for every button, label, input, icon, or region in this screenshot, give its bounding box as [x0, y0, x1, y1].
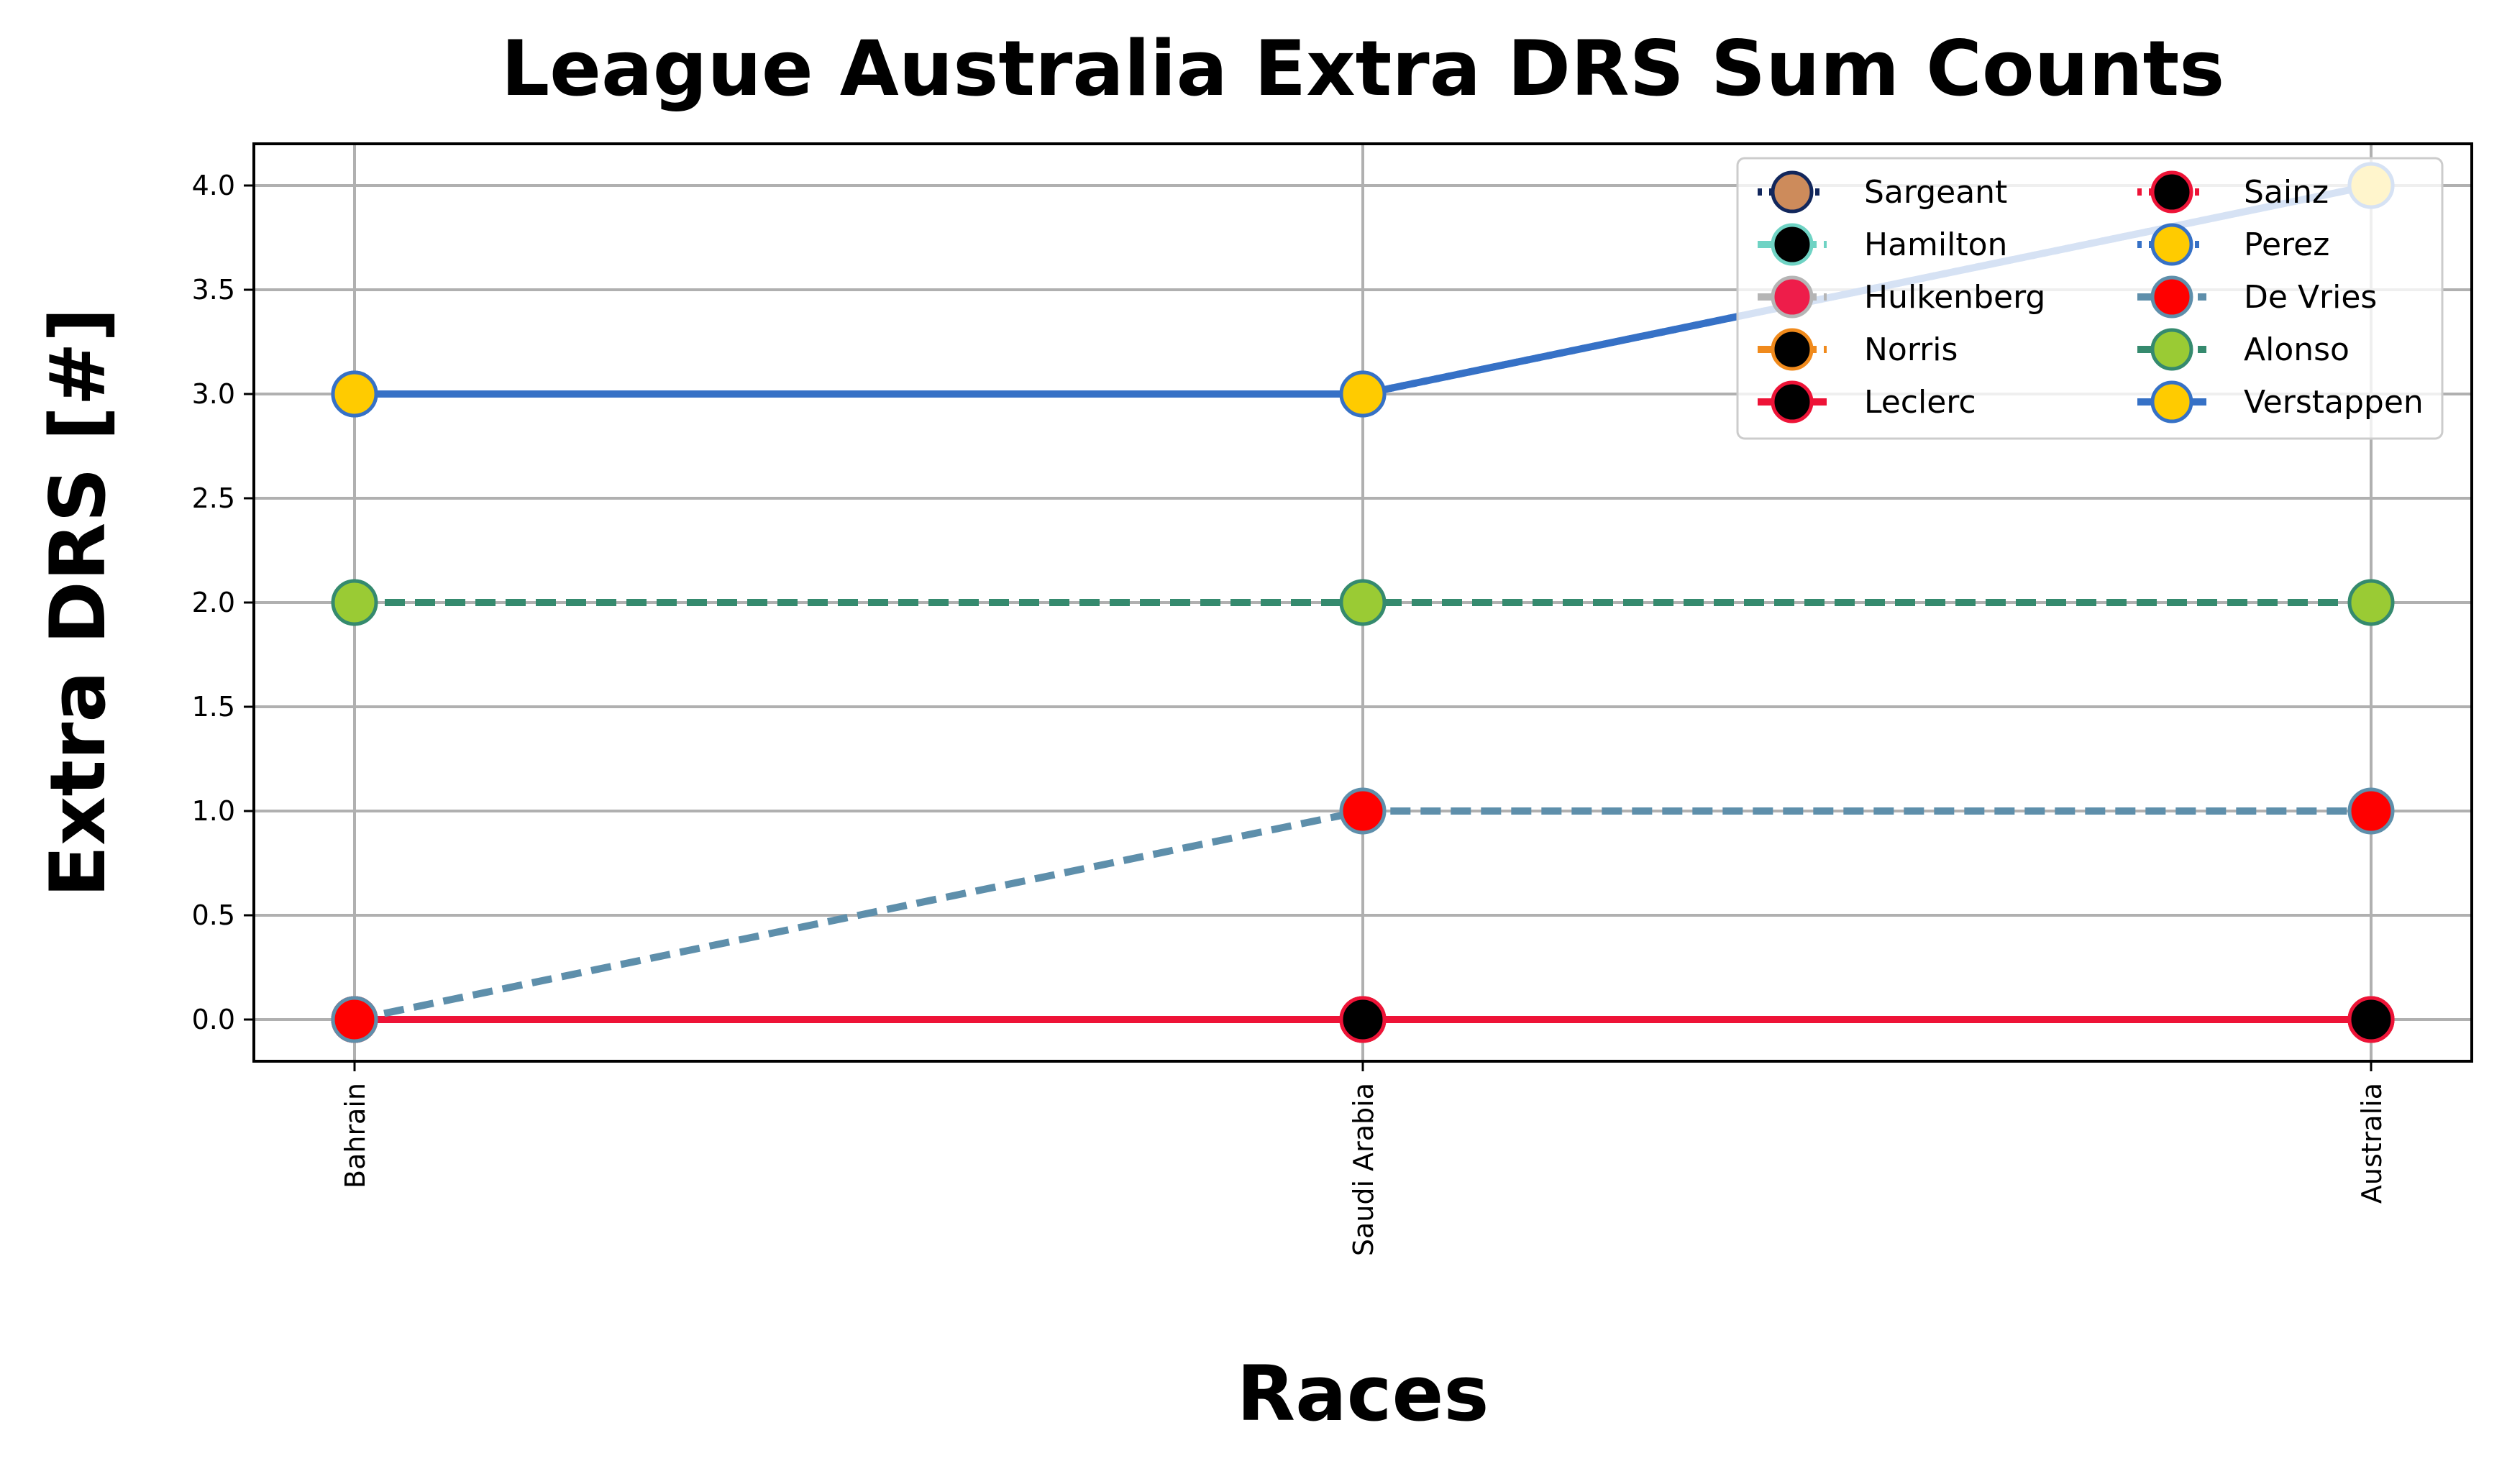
x-axis: Bahrain Saudi Arabia Australia — [339, 1061, 2388, 1256]
legend-marker — [2150, 170, 2193, 214]
data-point — [1339, 370, 1387, 418]
legend-marker — [1771, 380, 1814, 423]
legend-entry: Alonso — [2137, 328, 2350, 371]
legend-label: Sainz — [2244, 174, 2329, 211]
y-tick-label: 2.5 — [192, 482, 235, 514]
legend-label: Sargeant — [1864, 174, 2007, 211]
x-tick-label: Australia — [2356, 1083, 2388, 1204]
legend-entry: Norris — [1758, 328, 1958, 371]
data-point — [1339, 996, 1387, 1043]
legend-entry: Verstappen — [2137, 380, 2424, 423]
data-point — [331, 370, 378, 418]
legend-entry: Perez — [2137, 223, 2329, 266]
legend-marker — [2150, 328, 2193, 371]
legend: Sargeant Hamilton Hulkenberg Norris Leclerc S… — [1736, 157, 2444, 440]
legend-entry: Sainz — [2137, 170, 2329, 214]
legend-marker — [1771, 328, 1814, 371]
legend-marker — [1771, 275, 1814, 319]
x-axis-label: Races — [1237, 1350, 1489, 1438]
y-tick-label: 2.0 — [192, 587, 235, 618]
legend-box — [1736, 157, 2444, 440]
y-tick-label: 1.0 — [192, 795, 235, 827]
series-de-vries — [331, 787, 2395, 1043]
legend-marker — [2150, 223, 2193, 266]
legend-label: Hamilton — [1864, 226, 2007, 263]
legend-marker — [2150, 380, 2193, 423]
data-point — [1339, 787, 1387, 835]
data-point — [331, 579, 378, 626]
legend-label: Hulkenberg — [1864, 279, 2045, 316]
y-tick-label: 3.5 — [192, 274, 235, 306]
y-axis: 0.0 0.5 1.0 1.5 2.0 2.5 3.0 3.5 4.0 — [192, 170, 254, 1035]
y-axis-label: Extra DRS [#] — [34, 308, 122, 898]
legend-label: Verstappen — [2244, 384, 2424, 421]
legend-label: Perez — [2244, 226, 2329, 263]
legend-entry: De Vries — [2137, 275, 2377, 319]
y-tick-label: 4.0 — [192, 170, 235, 201]
legend-marker — [2150, 275, 2193, 319]
legend-entry: Hamilton — [1758, 223, 2007, 266]
x-tick-label: Bahrain — [339, 1083, 371, 1188]
data-point — [2347, 996, 2395, 1043]
legend-label: Alonso — [2244, 331, 2350, 368]
data-point — [2347, 787, 2395, 835]
y-tick-label: 0.0 — [192, 1004, 235, 1035]
chart-title: League Australia Extra DRS Sum Counts — [501, 24, 2225, 113]
legend-label: Leclerc — [1864, 384, 1976, 421]
legend-entry: Sargeant — [1758, 170, 2007, 214]
data-point — [331, 996, 378, 1043]
data-point — [2347, 579, 2395, 626]
y-tick-label: 1.5 — [192, 691, 235, 723]
legend-entry: Leclerc — [1758, 380, 1976, 423]
legend-marker — [1771, 223, 1814, 266]
legend-label: De Vries — [2244, 279, 2377, 316]
legend-entry: Hulkenberg — [1758, 275, 2045, 319]
legend-marker — [1771, 170, 1814, 214]
y-tick-label: 3.0 — [192, 378, 235, 410]
x-tick-label: Saudi Arabia — [1348, 1083, 1379, 1256]
series-alonso — [331, 579, 2395, 626]
legend-label: Norris — [1864, 331, 1958, 368]
y-tick-label: 0.5 — [192, 899, 235, 931]
data-point — [1339, 579, 1387, 626]
